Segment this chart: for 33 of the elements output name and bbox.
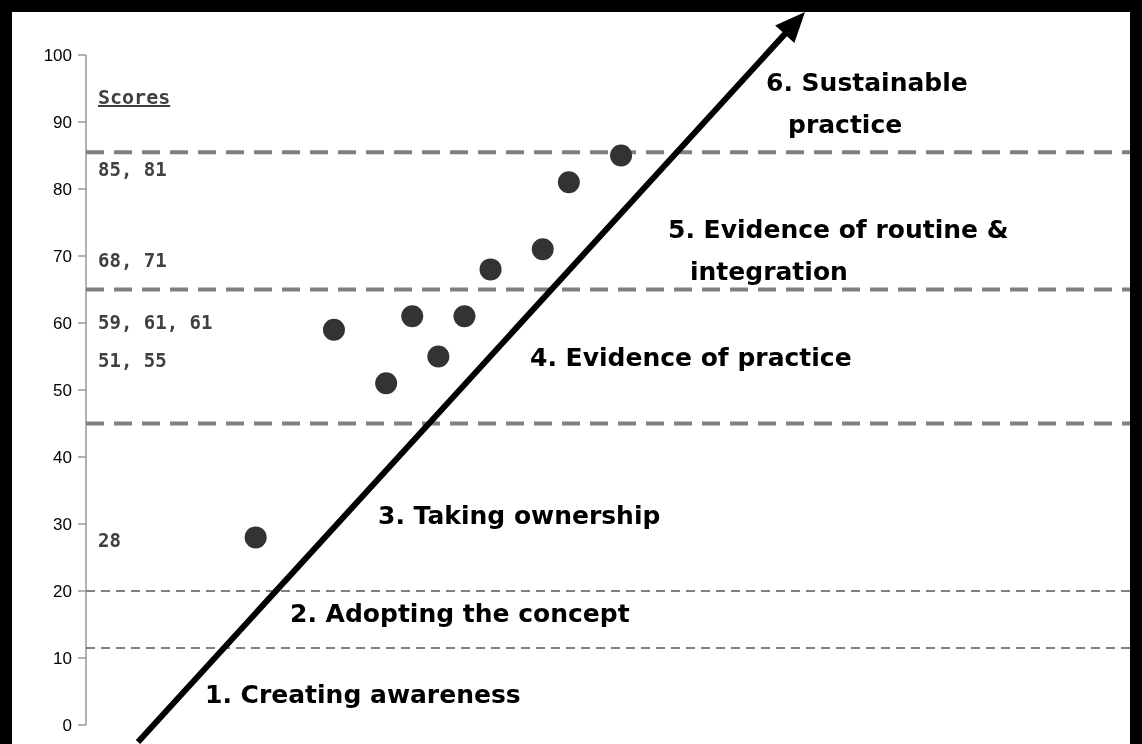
point: [375, 372, 398, 395]
y-tick-label: 100: [43, 45, 72, 65]
y-tick-label: 90: [53, 112, 72, 132]
annotation: 1. Creating awareness: [205, 679, 521, 709]
annotation: 85, 81: [98, 157, 167, 180]
y-tick-label: 10: [53, 648, 72, 668]
point: [610, 144, 633, 167]
y-tick-label: 80: [53, 179, 72, 199]
point: [401, 305, 424, 328]
y-tick-label: 20: [53, 581, 72, 601]
annotation: 3. Taking ownership: [378, 500, 661, 530]
annotation: 5. Evidence of routine & integration: [668, 214, 1009, 286]
y-tick-label: 0: [62, 715, 72, 735]
y-tick-label: 40: [53, 447, 72, 467]
annotation: Scores: [98, 85, 171, 109]
point: [244, 526, 267, 549]
annotation: 59, 61, 61: [98, 310, 213, 333]
y-tick-label: 70: [53, 246, 72, 266]
point: [479, 258, 502, 281]
point: [453, 305, 476, 328]
y-tick-label: 50: [53, 380, 72, 400]
annotation: 6. Sustainable practice: [766, 67, 968, 139]
annotation: 28: [98, 528, 121, 551]
point: [322, 318, 345, 341]
annotation: 2. Adopting the concept: [290, 598, 630, 628]
y-tick-label: 30: [53, 514, 72, 534]
annotation: 4. Evidence of practice: [530, 342, 852, 372]
annotation: 68, 71: [98, 248, 167, 271]
point: [557, 171, 580, 194]
point: [427, 345, 450, 368]
y-tick-label: 60: [53, 313, 72, 333]
annotation: 51, 55: [98, 348, 167, 371]
point: [531, 238, 554, 261]
